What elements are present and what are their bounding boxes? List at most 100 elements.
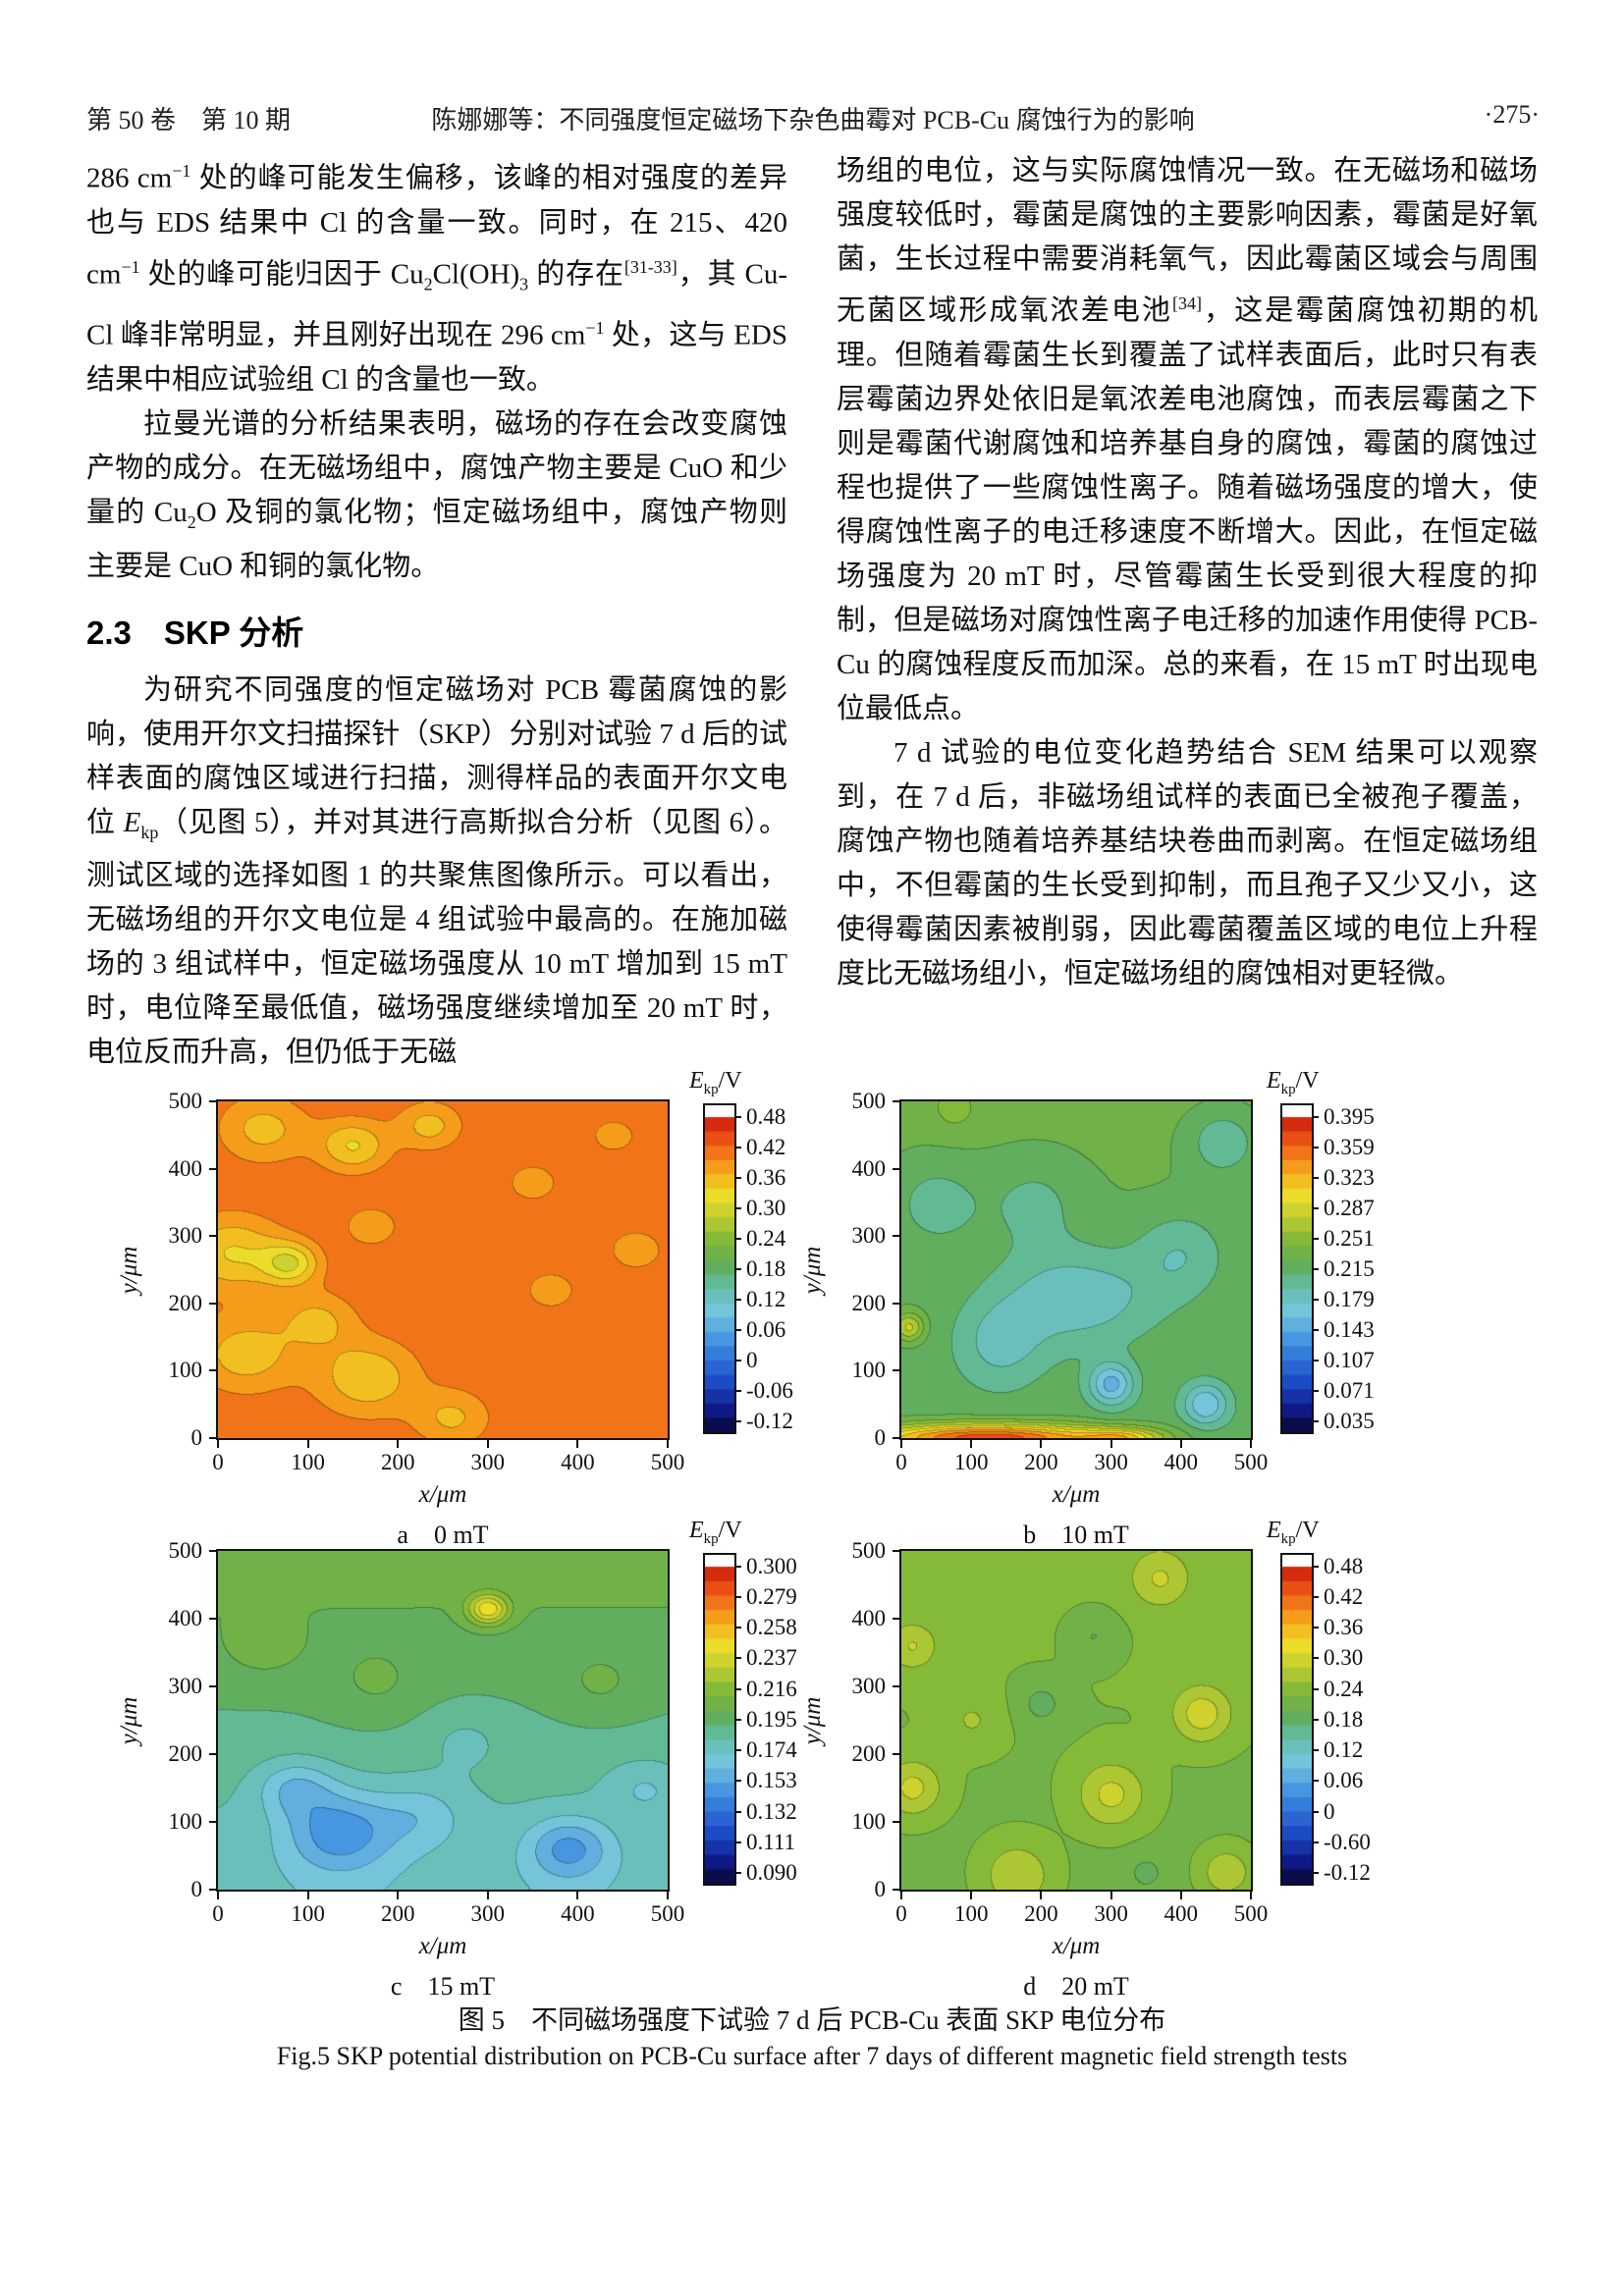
x-tick-label: 500: [650, 1901, 685, 1926]
y-tick-label: 100: [168, 1358, 203, 1383]
colorbar-tick: [735, 1206, 741, 1209]
colorbar-tick-label: 0: [1324, 1798, 1335, 1824]
colorbar-tick-label: 0.251: [1324, 1225, 1375, 1251]
y-tick: [209, 1618, 217, 1620]
x-tick-label: 200: [1024, 1450, 1058, 1474]
y-tick-label: 200: [168, 1741, 203, 1766]
colorbar-tick-label: -0.12: [1324, 1859, 1371, 1885]
colorbar-title: Ekp/V: [1267, 1068, 1320, 1097]
x-tick-label: 0: [895, 1901, 907, 1926]
colorbar-tick-label: 0.143: [1324, 1316, 1375, 1342]
y-axis-title: y/μm: [116, 1246, 142, 1294]
colorbar-tick: [735, 1565, 741, 1568]
colorbar-tick: [735, 1328, 741, 1331]
colorbar-tick-label: 0.42: [1324, 1583, 1364, 1609]
colorbar-tick: [735, 1359, 741, 1362]
x-tick: [970, 1892, 973, 1899]
x-tick: [397, 1892, 400, 1899]
y-tick: [893, 1302, 900, 1305]
subplot-caption-b: b 10 mT: [1023, 1521, 1129, 1549]
x-tick: [217, 1440, 219, 1448]
x-tick-label: 100: [953, 1901, 989, 1926]
x-tick: [667, 1440, 669, 1448]
colorbar-tick: [1313, 1298, 1319, 1301]
subplot-caption-d: d 20 mT: [1023, 1972, 1129, 2001]
y-tick: [893, 1821, 900, 1823]
y-tick: [209, 1167, 217, 1170]
contour-plot-c: [216, 1549, 670, 1892]
colorbar-tick-label: -0.06: [746, 1377, 793, 1403]
colorbar-tick: [735, 1871, 741, 1874]
y-axis-title: y/μm: [799, 1696, 826, 1744]
colorbar-b: [1280, 1103, 1314, 1434]
contour-plot-d: [899, 1549, 1253, 1892]
y-tick-label: 500: [851, 1538, 887, 1563]
y-tick-label: 0: [190, 1425, 203, 1450]
running-title: 陈娜娜等：不同强度恒定磁场下杂色曲霉对 PCB-Cu 腐蚀行为的影响: [431, 106, 1195, 134]
section-heading: 2.3 SKP 分析: [86, 614, 304, 651]
x-tick: [576, 1892, 579, 1899]
x-axis-title: x/μm: [418, 1481, 467, 1508]
colorbar-tick-label: 0.287: [1324, 1195, 1375, 1220]
x-tick-label: 300: [470, 1450, 506, 1474]
x-tick-label: 400: [1164, 1901, 1199, 1926]
x-tick: [486, 1440, 489, 1448]
x-tick-label: 400: [561, 1901, 595, 1926]
colorbar-tick: [735, 1780, 741, 1783]
colorbar-tick-label: 0.107: [1324, 1347, 1375, 1372]
colorbar-tick: [735, 1298, 741, 1301]
colorbar-title: Ekp/V: [689, 1518, 742, 1547]
colorbar-title: Ekp/V: [1267, 1518, 1320, 1547]
x-tick: [667, 1892, 669, 1899]
colorbar-tick: [1313, 1115, 1319, 1118]
colorbar-tick: [1313, 1359, 1319, 1362]
colorbar-tick-label: 0.36: [746, 1164, 786, 1190]
paragraph-continued: 场组的电位，这与实际腐蚀情况一致。在无磁场和磁场强度较低时，霉菌是腐蚀的主要影响…: [837, 155, 1538, 724]
y-tick: [209, 1302, 217, 1305]
colorbar-tick-label: 0.216: [746, 1676, 797, 1701]
subplot-caption-a: a 0 mT: [397, 1521, 489, 1549]
colorbar-tick: [1313, 1206, 1319, 1209]
colorbar-tick-label: 0.359: [1324, 1134, 1375, 1159]
colorbar-tick-label: 0.12: [1324, 1737, 1364, 1763]
y-tick-label: 0: [190, 1877, 203, 1901]
colorbar-title: Ekp/V: [689, 1068, 742, 1097]
x-tick-label: 100: [953, 1450, 989, 1474]
y-tick: [209, 1685, 217, 1687]
colorbar-tick-label: 0.36: [1324, 1615, 1364, 1640]
y-tick-label: 400: [168, 1155, 203, 1181]
colorbar-tick: [1313, 1565, 1319, 1568]
y-tick: [893, 1550, 900, 1552]
colorbar-tick: [735, 1237, 741, 1240]
x-tick-label: 300: [1094, 1450, 1128, 1474]
x-tick-label: 100: [291, 1450, 325, 1474]
y-tick-label: 500: [168, 1089, 203, 1113]
paragraph: 拉曼光谱的分析结果表明，磁场的存在会改变腐蚀产物的成分。在无磁场组中，腐蚀产物主…: [86, 407, 788, 582]
x-tick-label: 500: [650, 1450, 685, 1474]
colorbar-tick: [735, 1810, 741, 1813]
x-tick-label: 100: [291, 1901, 325, 1926]
y-axis-title: y/μm: [116, 1696, 142, 1744]
colorbar-tick-label: 0.237: [746, 1645, 797, 1671]
colorbar-tick: [1313, 1237, 1319, 1240]
colorbar-tick: [1313, 1420, 1319, 1422]
colorbar-a: [703, 1103, 736, 1434]
colorbar-tick-label: 0: [746, 1347, 758, 1372]
x-tick: [1179, 1892, 1182, 1899]
y-tick-label: 100: [851, 1358, 887, 1383]
colorbar-tick-label: 0.258: [746, 1615, 797, 1640]
y-axis-title: y/μm: [799, 1246, 826, 1294]
x-tick-label: 300: [1094, 1901, 1128, 1926]
colorbar-tick-label: 0.18: [1324, 1706, 1364, 1732]
colorbar-tick-label: 0.111: [746, 1829, 796, 1854]
colorbar-tick-label: 0.174: [746, 1737, 797, 1763]
colorbar-tick: [735, 1176, 741, 1179]
left-column: 286 cm−1 处的峰可能发生偏移，该峰的相对强度的差异也与 EDS 结果中 …: [86, 149, 787, 1075]
contour-plot-b: [899, 1099, 1253, 1440]
y-tick-label: 500: [851, 1089, 887, 1113]
x-tick: [397, 1440, 400, 1448]
x-tick: [1040, 1892, 1043, 1899]
x-tick: [1179, 1440, 1182, 1448]
colorbar-tick: [1313, 1176, 1319, 1179]
